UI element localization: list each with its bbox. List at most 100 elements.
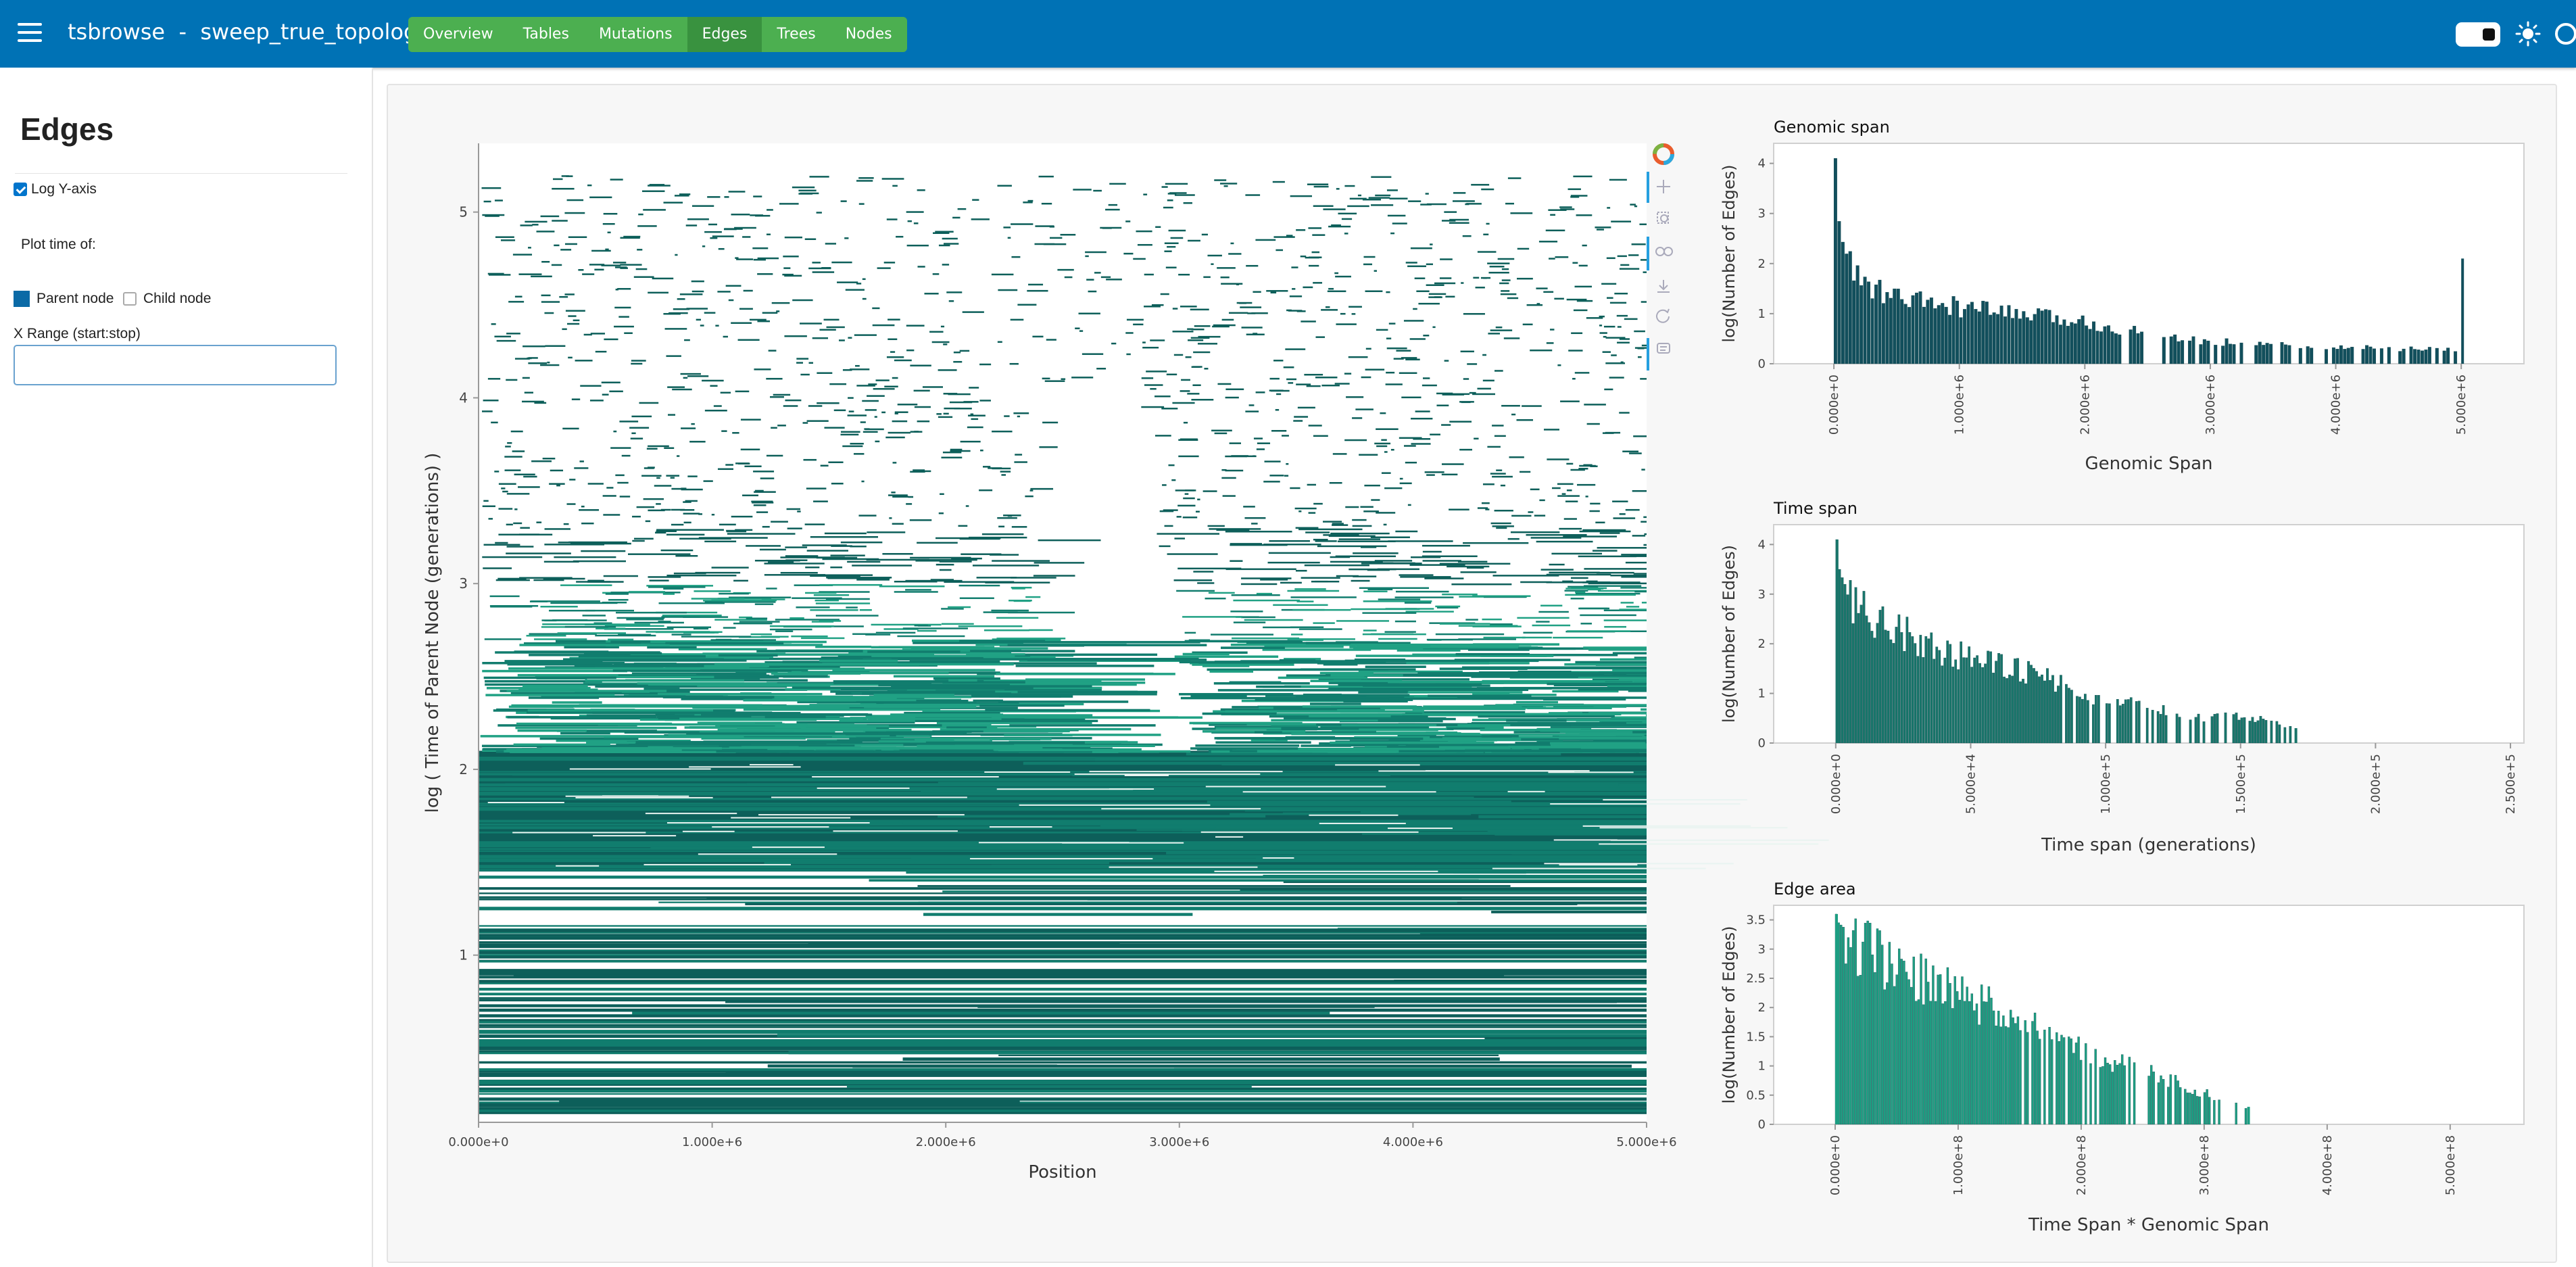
hist-x-tick-label: 3.000e+8 (2197, 1135, 2212, 1195)
hist-y-tick-label: 4 (1758, 537, 1766, 552)
x-range-label: X Range (start:stop) (14, 326, 141, 341)
hist-x-axis-label: Time span (generations) (2041, 835, 2256, 855)
tab-overview[interactable]: Overview (423, 26, 493, 43)
hist-y-tick-label: 2 (1758, 1001, 1766, 1015)
hist-y-axis-label: log(Number of Edges) (1720, 545, 1739, 723)
parent-node-swatch[interactable] (14, 291, 30, 307)
hist-x-axis-label: Genomic Span (2085, 454, 2212, 474)
nav-tabs: Overview Tables Mutations Edges Trees Nodes (408, 17, 907, 52)
top-bar: tsbrowse - sweep_true_topology Overview T… (0, 0, 2576, 68)
edges-plot[interactable]: 0.000e+0 1.000e+6 2.000e+6 3.000e+6 4.000e+6… (422, 143, 1829, 1182)
save-icon[interactable] (1657, 280, 1670, 293)
plot-time-label: Plot time of: (21, 237, 96, 252)
log-y-label: Log Y-axis (31, 181, 97, 197)
hist-y-tick-label: 2.5 (1746, 972, 1766, 986)
hist-y-tick-label: 0 (1758, 1118, 1766, 1132)
genomic-span-title: Genomic span (1774, 118, 1890, 137)
edges-y-tick-label: 2 (459, 761, 468, 778)
hist-x-tick-label: 5.000e+6 (2454, 375, 2469, 435)
sidebar: Edges Log Y-axis Plot time of: Parent no… (0, 68, 373, 1267)
hist-x-tick-label: 2.000e+5 (2368, 754, 2383, 814)
child-node-option[interactable]: Child node (123, 291, 211, 307)
wheel-zoom-icon[interactable] (1655, 247, 1673, 256)
pan-icon[interactable] (1657, 180, 1670, 193)
edges-x-tick-label: 3.000e+6 (1149, 1135, 1209, 1149)
log-y-checkbox-row[interactable]: Log Y-axis (14, 181, 97, 197)
edges-x-tick-label: 1.000e+6 (682, 1135, 742, 1149)
log-y-checkbox[interactable] (14, 183, 27, 196)
parent-node-label: Parent node (37, 291, 114, 306)
edges-x-axis-label: Position (1028, 1162, 1096, 1182)
sun-icon[interactable] (2514, 20, 2542, 47)
hist-y-tick-label: 1 (1758, 307, 1766, 321)
edges-y-tick-label: 3 (459, 575, 468, 592)
genomic-span-histogram[interactable]: Genomic span 0 1 2 3 4 0.000e+0 1.000e+6 2.000e+… (1720, 118, 2525, 474)
hist-x-tick-label: 1.500e+5 (2234, 754, 2248, 814)
hist-x-tick-label: 5.000e+4 (1964, 754, 1978, 814)
hist-x-tick-label: 3.000e+6 (2204, 375, 2218, 435)
hamburger-menu-icon[interactable] (18, 23, 42, 43)
hist-y-tick-label: 2 (1758, 637, 1766, 651)
hist-y-tick-label: 3 (1758, 588, 1766, 602)
theme-toggle[interactable] (2456, 22, 2500, 47)
child-node-checkbox[interactable] (123, 292, 137, 306)
edges-x-tick-label: 5.000e+6 (1616, 1135, 1676, 1149)
hist-x-tick-label: 4.000e+6 (2329, 375, 2343, 435)
circle-icon[interactable] (2552, 20, 2576, 47)
hist-x-tick-label: 2.000e+6 (2078, 375, 2092, 435)
parent-node-option[interactable]: Parent node (14, 291, 114, 307)
tab-tables[interactable]: Tables (523, 26, 569, 43)
hist-x-tick-label: 2.000e+8 (2074, 1135, 2089, 1195)
tab-edges[interactable]: Edges (687, 17, 762, 52)
time-span-histogram[interactable]: Time span 0 1 2 3 4 0.000e+0 5.000e+4 1.000e+5 1.… (1720, 499, 2525, 855)
hist-x-tick-label: 1.000e+5 (2099, 754, 2113, 814)
sidebar-title: Edges (20, 112, 114, 147)
hist-x-axis-label: Time Span * Genomic Span (2028, 1215, 2269, 1235)
box-zoom-icon[interactable] (1657, 212, 1669, 224)
plot-toolbar (1647, 143, 1674, 370)
edges-x-tick-label: 2.000e+6 (916, 1135, 976, 1149)
edges-x-tick-label: 4.000e+6 (1383, 1135, 1443, 1149)
hist-y-tick-label: 3 (1758, 207, 1766, 221)
edge-segments (479, 175, 1829, 1114)
child-node-label: Child node (143, 291, 212, 306)
hist-x-tick-label: 1.000e+6 (1953, 375, 1967, 435)
hist-y-axis-label: log(Number of Edges) (1720, 164, 1739, 342)
bokeh-logo-icon[interactable] (1653, 143, 1674, 165)
tab-nodes[interactable]: Nodes (845, 26, 892, 43)
hist-y-tick-label: 3.5 (1746, 913, 1766, 928)
reset-icon[interactable] (1656, 308, 1670, 323)
hist-y-tick-label: 3 (1758, 942, 1766, 957)
edges-y-tick-label: 5 (459, 204, 468, 220)
hist-x-tick-label: 4.000e+8 (2320, 1135, 2335, 1195)
hist-x-tick-label: 5.000e+8 (2444, 1135, 2458, 1195)
hist-x-tick-label: 2.500e+5 (2504, 754, 2518, 814)
edges-y-tick-label: 4 (459, 389, 468, 406)
hist-x-tick-label: 0.000e+0 (1829, 754, 1843, 814)
hist-y-tick-label: 0 (1758, 736, 1766, 750)
divider (15, 173, 347, 174)
edges-x-tick-label: 0.000e+0 (448, 1135, 508, 1149)
hist-x-tick-label: 0.000e+0 (1828, 1135, 1843, 1195)
hist-x-tick-label: 1.000e+8 (1951, 1135, 1966, 1195)
x-range-input[interactable] (14, 345, 337, 385)
hist-y-tick-label: 0 (1758, 357, 1766, 371)
hist-y-tick-label: 0.5 (1746, 1089, 1766, 1103)
edge-area-histogram[interactable]: Edge area 0 0.5 1 1.5 2 2.5 3 3.5 0.000e+0 1.000e+… (1720, 880, 2525, 1235)
tab-trees[interactable]: Trees (777, 26, 816, 43)
hist-y-tick-label: 1.5 (1746, 1030, 1766, 1044)
hist-y-tick-label: 1 (1758, 1059, 1766, 1074)
edges-y-axis-label: log ( Time of Parent Node (generations) … (422, 453, 443, 813)
edges-y-tick-label: 1 (459, 947, 468, 963)
app-title: tsbrowse - sweep_true_topology (68, 19, 431, 45)
time-span-title: Time span (1773, 499, 1857, 518)
hover-icon[interactable] (1657, 343, 1670, 354)
hist-y-tick-label: 1 (1758, 687, 1766, 701)
hist-y-axis-label: log(Number of Edges) (1720, 926, 1739, 1103)
hist-y-tick-label: 4 (1758, 157, 1766, 171)
edge-area-title: Edge area (1774, 880, 1856, 899)
hist-y-tick-label: 2 (1758, 257, 1766, 271)
hist-x-tick-label: 0.000e+0 (1827, 375, 1841, 435)
tab-mutations[interactable]: Mutations (598, 26, 673, 43)
